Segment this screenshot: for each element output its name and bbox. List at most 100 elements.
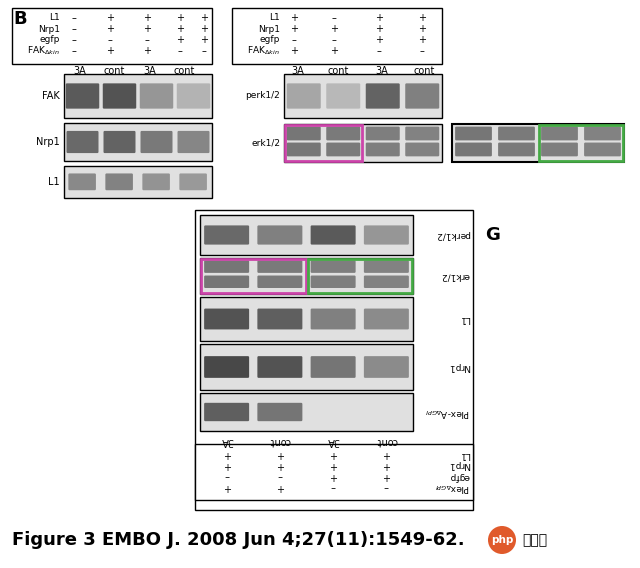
Text: –: – xyxy=(332,13,337,23)
FancyBboxPatch shape xyxy=(66,83,99,108)
FancyBboxPatch shape xyxy=(204,356,249,378)
Bar xyxy=(452,124,624,162)
FancyBboxPatch shape xyxy=(405,83,439,108)
Text: +: + xyxy=(290,13,298,23)
Bar xyxy=(195,444,473,500)
FancyBboxPatch shape xyxy=(365,83,400,108)
FancyBboxPatch shape xyxy=(310,260,356,273)
Text: 3A: 3A xyxy=(376,66,388,76)
Text: Nrp1: Nrp1 xyxy=(448,461,470,470)
Text: erk1/2: erk1/2 xyxy=(441,272,470,281)
FancyBboxPatch shape xyxy=(67,131,99,153)
Bar xyxy=(284,74,442,118)
FancyBboxPatch shape xyxy=(310,225,356,245)
Text: Plex$_{\Delta GPI}$: Plex$_{\Delta GPI}$ xyxy=(435,481,470,493)
FancyBboxPatch shape xyxy=(584,143,621,156)
FancyBboxPatch shape xyxy=(257,356,302,378)
Text: L1: L1 xyxy=(49,14,60,23)
Text: L1: L1 xyxy=(460,449,470,458)
Text: +: + xyxy=(223,449,230,459)
FancyBboxPatch shape xyxy=(364,356,409,378)
Text: +: + xyxy=(375,35,383,45)
Bar xyxy=(200,215,413,255)
Text: +: + xyxy=(418,35,426,45)
Text: –: – xyxy=(331,482,335,492)
Text: cont: cont xyxy=(327,66,349,76)
Bar xyxy=(539,125,623,161)
Text: +: + xyxy=(375,13,383,23)
Text: –: – xyxy=(177,46,182,56)
Text: B: B xyxy=(13,10,27,28)
FancyBboxPatch shape xyxy=(141,131,173,153)
Text: –: – xyxy=(72,35,76,45)
Text: G: G xyxy=(485,226,500,244)
Text: L1: L1 xyxy=(460,315,470,324)
FancyBboxPatch shape xyxy=(204,260,249,273)
Text: +: + xyxy=(330,46,338,56)
Text: +: + xyxy=(143,46,151,56)
FancyBboxPatch shape xyxy=(364,225,409,245)
FancyBboxPatch shape xyxy=(257,275,302,288)
FancyBboxPatch shape xyxy=(365,127,400,140)
Text: –: – xyxy=(292,35,296,45)
FancyBboxPatch shape xyxy=(541,127,578,140)
FancyBboxPatch shape xyxy=(455,143,492,156)
FancyBboxPatch shape xyxy=(364,308,409,329)
FancyBboxPatch shape xyxy=(287,83,321,108)
Text: –: – xyxy=(384,482,389,492)
FancyBboxPatch shape xyxy=(584,127,621,140)
Text: Nrp1: Nrp1 xyxy=(36,137,60,147)
Text: +: + xyxy=(106,46,114,56)
Text: 3A: 3A xyxy=(327,436,339,446)
Text: Nrp1: Nrp1 xyxy=(258,24,280,34)
Text: 3A: 3A xyxy=(143,66,156,76)
Bar xyxy=(285,125,362,161)
Text: +: + xyxy=(329,471,337,481)
Text: perk1/2: perk1/2 xyxy=(435,231,470,240)
Bar xyxy=(232,8,442,64)
Text: perk1/2: perk1/2 xyxy=(245,91,280,101)
Text: 3A: 3A xyxy=(292,66,305,76)
Text: FAK$_{\Delta kin}$: FAK$_{\Delta kin}$ xyxy=(247,45,280,57)
FancyBboxPatch shape xyxy=(68,173,96,190)
Text: +: + xyxy=(106,13,114,23)
Text: +: + xyxy=(176,13,184,23)
Text: +: + xyxy=(200,13,208,23)
FancyBboxPatch shape xyxy=(326,127,360,140)
Text: +: + xyxy=(223,482,230,492)
FancyBboxPatch shape xyxy=(405,143,439,156)
Text: –: – xyxy=(224,471,229,481)
Text: L1: L1 xyxy=(269,14,280,23)
Text: cont: cont xyxy=(413,66,435,76)
Text: –: – xyxy=(145,35,149,45)
FancyBboxPatch shape xyxy=(257,225,302,245)
FancyBboxPatch shape xyxy=(257,403,302,421)
FancyBboxPatch shape xyxy=(204,403,249,421)
Bar xyxy=(12,8,212,64)
Text: +: + xyxy=(276,482,284,492)
Text: +: + xyxy=(290,46,298,56)
Circle shape xyxy=(488,526,516,554)
FancyBboxPatch shape xyxy=(204,225,249,245)
Bar xyxy=(284,124,442,162)
Text: egfp: egfp xyxy=(450,471,470,481)
FancyBboxPatch shape xyxy=(365,143,400,156)
Text: +: + xyxy=(276,460,284,470)
Text: egfp: egfp xyxy=(260,35,280,44)
Bar xyxy=(307,259,412,293)
Text: –: – xyxy=(72,24,76,34)
Text: –: – xyxy=(376,46,381,56)
FancyBboxPatch shape xyxy=(257,260,302,273)
FancyBboxPatch shape xyxy=(177,131,209,153)
Text: +: + xyxy=(200,35,208,45)
FancyBboxPatch shape xyxy=(177,83,210,108)
Text: +: + xyxy=(418,13,426,23)
Text: +: + xyxy=(418,24,426,34)
Text: cont: cont xyxy=(173,66,195,76)
Bar xyxy=(195,210,473,510)
Text: –: – xyxy=(202,46,207,56)
FancyBboxPatch shape xyxy=(326,83,360,108)
Text: +: + xyxy=(176,35,184,45)
Text: 3A: 3A xyxy=(220,436,233,446)
FancyBboxPatch shape xyxy=(204,308,249,329)
